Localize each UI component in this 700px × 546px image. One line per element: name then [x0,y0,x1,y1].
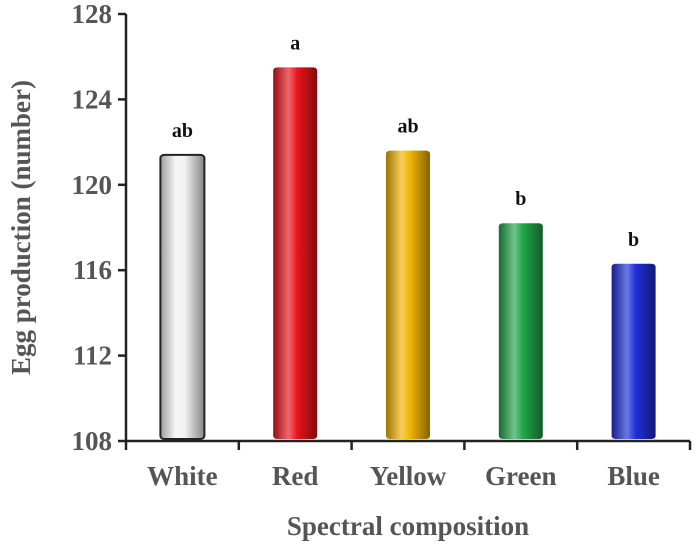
y-tick-label: 128 [72,0,113,29]
significance-labels: ab a ab b b [172,32,639,250]
y-tick-label: 112 [73,341,112,371]
x-tick-label: White [147,461,218,491]
y-axis-title: Egg production (number) [6,80,36,375]
y-ticks: 108 112 116 120 124 128 [72,0,126,456]
significance-label: b [515,188,526,210]
significance-label: ab [397,116,418,138]
x-ticks: White Red Yellow Green Blue [124,441,692,491]
x-tick-label: Yellow [370,461,447,491]
axes-layer [124,14,690,443]
y-tick-label: 124 [72,84,113,114]
x-axis-title: Spectral composition [287,511,529,541]
bar-green [498,223,543,439]
significance-label: ab [172,120,193,142]
x-tick-label: Red [272,461,319,491]
bars-layer [159,67,656,440]
y-tick-label: 120 [72,170,113,200]
bar-yellow [386,150,430,439]
bar-red [273,67,318,439]
y-tick-label: 108 [72,426,113,456]
bar-white [159,153,206,440]
significance-label: a [290,32,300,54]
y-tick-label: 116 [73,255,112,285]
x-tick-label: Green [485,461,556,491]
x-tick-label: Blue [607,461,660,491]
significance-label: b [628,229,639,251]
bar-blue [611,263,656,439]
